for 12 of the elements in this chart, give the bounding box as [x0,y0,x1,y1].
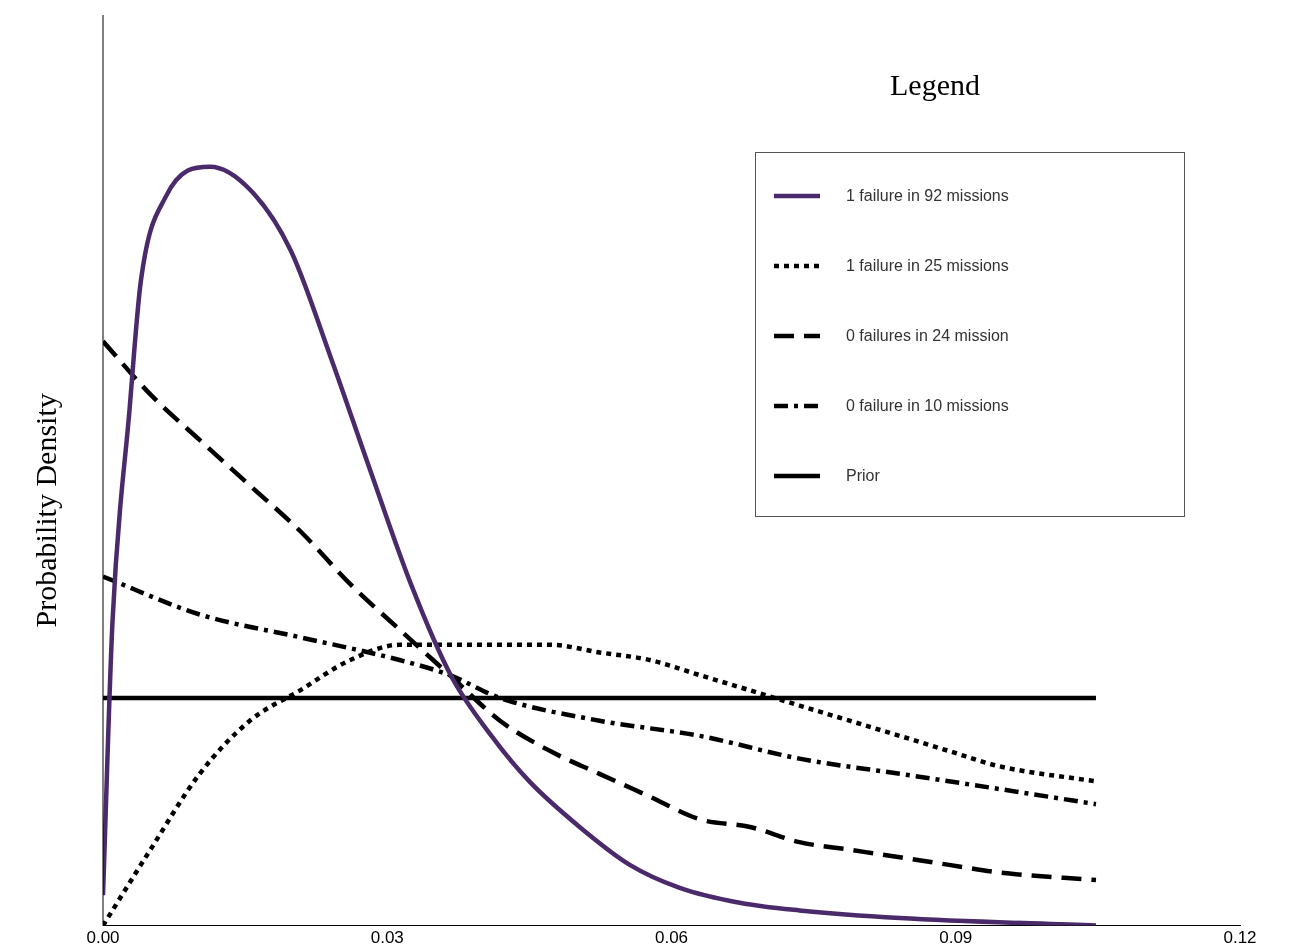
x-tick-label: 0.03 [370,928,404,948]
legend-title: Legend [889,68,981,102]
x-tick-label: 0.09 [939,928,973,948]
x-tick-label: 0.06 [654,928,689,948]
legend-label: 0 failures in 24 mission [846,327,1009,345]
legend-label: 1 failure in 25 missions [846,257,1009,275]
legend-label: 0 failure in 10 missions [846,397,1009,415]
x-tick-label: 0.00 [86,928,120,948]
legend-label: 1 failure in 92 missions [846,187,1009,205]
legend-label: Prior [846,467,880,485]
y-axis-title: Probability Density [28,393,62,628]
x-tick-label: 0.12 [1223,928,1257,948]
